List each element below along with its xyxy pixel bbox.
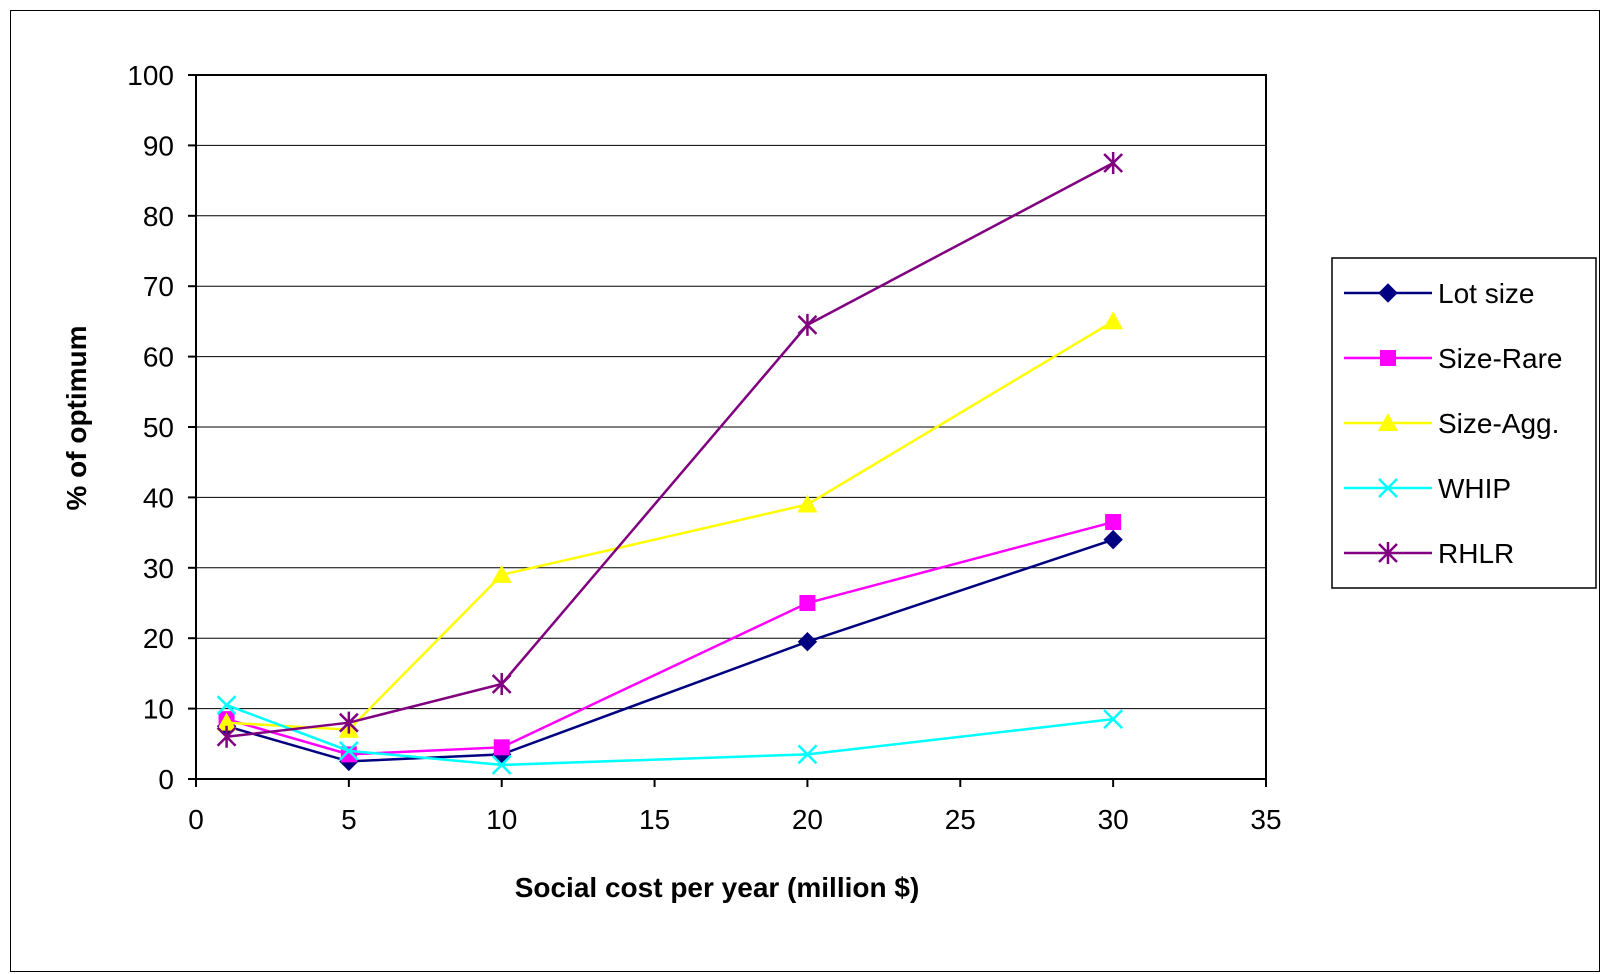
data-point <box>216 695 237 715</box>
x-tick-label: 10 <box>486 804 517 835</box>
x-axis-title: Social cost per year (million $) <box>515 872 920 903</box>
data-point <box>491 672 512 695</box>
data-point <box>216 712 237 731</box>
series-2 <box>216 311 1124 738</box>
y-tick-label: 40 <box>143 482 174 513</box>
y-tick-label: 10 <box>143 694 174 725</box>
x-tick-label: 15 <box>639 804 670 835</box>
series-group <box>216 152 1124 775</box>
chart-frame <box>10 10 1600 972</box>
legend-swatch-marker <box>1378 283 1398 303</box>
data-point <box>491 755 512 775</box>
legend-label: Size-Rare <box>1438 343 1562 374</box>
legend-swatch-marker <box>1378 542 1398 564</box>
y-tick-label: 70 <box>143 271 174 302</box>
y-tick-label: 90 <box>143 130 174 161</box>
series-3 <box>216 695 1124 775</box>
x-tick-label: 5 <box>341 804 357 835</box>
data-point <box>338 711 359 734</box>
legend: Lot size Size-Rare Size-Agg. WHIP RHLR <box>1331 257 1597 589</box>
data-point <box>797 494 818 513</box>
data-point <box>491 564 512 583</box>
data-point <box>216 725 237 748</box>
axes: 0 10 20 30 40 50 60 70 80 90 100 0 5 10 15 20 25 30 35 <box>127 60 1281 835</box>
data-point <box>338 740 359 761</box>
y-tick-label: 20 <box>143 623 174 654</box>
data-point <box>1103 529 1123 550</box>
data-point <box>797 744 818 765</box>
data-point <box>1103 152 1124 174</box>
legend-label: Lot size <box>1438 278 1535 309</box>
data-point <box>1103 311 1124 330</box>
data-point <box>799 595 816 611</box>
series-4 <box>216 152 1124 748</box>
y-tick-label: 100 <box>127 60 174 91</box>
x-tick-label: 25 <box>945 804 976 835</box>
legend-label: RHLR <box>1438 538 1514 569</box>
data-point <box>1105 514 1122 531</box>
x-tick-label: 0 <box>188 804 204 835</box>
data-point <box>1103 709 1124 730</box>
series-line <box>226 161 1114 739</box>
series-line <box>226 703 1114 767</box>
x-tick-label: 35 <box>1250 804 1281 835</box>
y-tick-label: 80 <box>143 201 174 232</box>
y-tick-label: 30 <box>143 553 174 584</box>
y-tick-label: 60 <box>143 342 174 373</box>
series-1 <box>218 514 1122 763</box>
series-line <box>226 538 1114 763</box>
y-tick-label: 0 <box>158 764 174 795</box>
y-tick-label: 50 <box>143 412 174 443</box>
x-tick-label: 20 <box>792 804 823 835</box>
legend-swatch-marker <box>1380 350 1396 366</box>
data-point <box>493 739 510 756</box>
legend-swatch-marker <box>1378 413 1398 431</box>
legend-label: WHIP <box>1438 473 1511 504</box>
y-axis-title: % of optimum <box>61 325 92 510</box>
legend-swatch-marker <box>1378 478 1398 498</box>
data-point <box>797 313 818 336</box>
x-tick-label: 30 <box>1098 804 1129 835</box>
legend-label: Size-Agg. <box>1438 408 1559 439</box>
data-point <box>797 632 818 652</box>
